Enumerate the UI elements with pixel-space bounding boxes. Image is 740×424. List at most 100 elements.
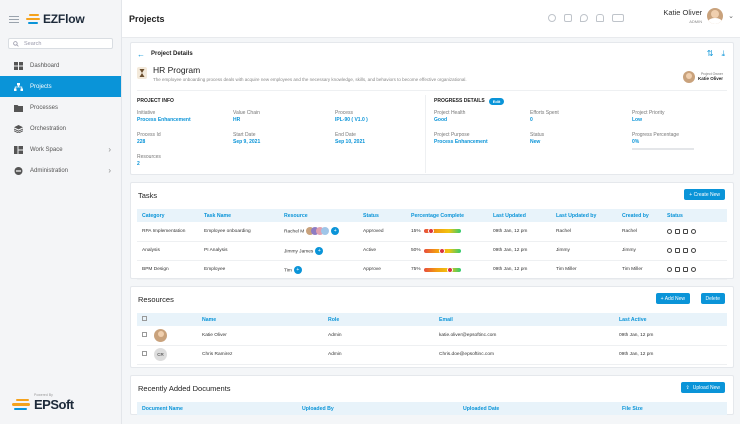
chevron-right-icon: › xyxy=(108,145,111,154)
delete-icon[interactable] xyxy=(683,267,688,272)
field-initiative: Initiative Process Enhancement xyxy=(137,110,191,123)
cell-resource: Jimmy James + xyxy=(279,241,358,261)
table-row[interactable]: CR Chris Ramirez Admin Chris.doe@epsofti… xyxy=(137,345,727,365)
epsoft-logo-icon xyxy=(12,398,30,412)
column-header[interactable]: Status xyxy=(358,209,406,222)
menu-icon[interactable] xyxy=(9,15,19,23)
create-new-button[interactable]: + Create New xyxy=(684,189,725,200)
cell-last-updated-by: Jimmy xyxy=(551,241,617,261)
info-section: PROJECT INFO Initiative Process Enhanceme… xyxy=(131,91,733,173)
column-header[interactable]: Last Active xyxy=(614,313,727,326)
column-header[interactable]: Uploaded By xyxy=(297,402,458,415)
powered-by: Powered By EPSoft xyxy=(12,393,74,412)
sidebar-item-workspace[interactable]: Work Space › xyxy=(0,139,121,160)
project-actions: ⇅ ⤓ xyxy=(707,49,725,59)
column-header[interactable]: Email xyxy=(434,313,614,326)
sidebar-item-orchestration[interactable]: Orchestration xyxy=(0,118,121,139)
edit-button[interactable]: Edit xyxy=(488,97,505,105)
logo[interactable]: EZFlow xyxy=(26,12,85,26)
share-icon[interactable] xyxy=(667,248,672,253)
select-all-checkbox-cell xyxy=(137,313,149,326)
notification-icon[interactable] xyxy=(596,14,604,22)
cell-actions xyxy=(662,222,727,242)
avatar xyxy=(316,227,325,236)
edit-icon[interactable] xyxy=(675,248,680,253)
table-row[interactable]: Katie Oliver Admin katie.oliver@epsoftin… xyxy=(137,326,727,346)
delete-button[interactable]: Delete xyxy=(700,293,725,304)
toolbar-icons xyxy=(548,14,624,22)
search-input[interactable]: Search xyxy=(8,38,113,49)
column-header[interactable]: File Size xyxy=(617,402,727,415)
sidebar-item-processes[interactable]: Processes xyxy=(0,97,121,118)
column-header[interactable]: Document Name xyxy=(137,402,297,415)
select-all-checkbox[interactable] xyxy=(142,316,147,321)
chevron-right-icon: › xyxy=(108,166,111,175)
share-icon[interactable] xyxy=(667,228,672,234)
sidebar-item-dashboard[interactable]: Dashboard xyxy=(0,55,121,76)
delete-icon[interactable] xyxy=(683,228,688,234)
cell-percentage: 50% xyxy=(406,241,488,261)
table-row[interactable]: BPM Design Employee Tim + Approve 75% 09t… xyxy=(137,260,727,280)
sidebar-item-administration[interactable]: Administration › xyxy=(0,160,121,181)
add-new-button[interactable]: + Add New xyxy=(655,293,690,304)
row-checkbox[interactable] xyxy=(142,331,147,337)
field-process: Process IPL-90 ( V1.0 ) xyxy=(335,110,368,123)
chat-icon[interactable] xyxy=(580,14,588,22)
cell-role: Admin xyxy=(323,326,434,346)
avatar-cell: CR xyxy=(149,345,197,365)
share-icon[interactable] xyxy=(667,267,672,272)
table-header-row: Name Role Email Last Active xyxy=(137,313,727,326)
column-header[interactable]: Last Updated xyxy=(488,209,551,222)
row-checkbox[interactable] xyxy=(142,351,147,356)
add-resource-button[interactable]: + xyxy=(331,227,340,236)
column-header[interactable]: Resource xyxy=(279,209,358,222)
resources-table: Name Role Email Last Active Katie Oliver… xyxy=(137,313,727,365)
field-value: IPL-90 ( V1.0 ) xyxy=(335,117,368,123)
table-row[interactable]: Analysis PI Analysis Jimmy James + Active… xyxy=(137,241,727,261)
percentage-bar xyxy=(423,247,461,254)
column-header[interactable]: Percentage Complete xyxy=(406,209,488,222)
cell-resource: Rachel M + xyxy=(279,222,358,242)
search-icon[interactable] xyxy=(548,14,556,22)
swap-icon[interactable]: ⇅ xyxy=(706,49,714,58)
column-header[interactable]: Category xyxy=(137,209,199,222)
view-icon[interactable] xyxy=(691,248,696,253)
column-header[interactable]: Uploaded Date xyxy=(458,402,617,415)
view-icon[interactable] xyxy=(691,228,696,234)
delete-icon[interactable] xyxy=(683,248,688,253)
view-icon[interactable] xyxy=(691,267,696,272)
epsoft-brand: EPSoft xyxy=(34,397,74,412)
layers-icon xyxy=(14,124,23,133)
field-process-id: Process Id 228 xyxy=(137,132,161,145)
row-checkbox-cell xyxy=(137,326,149,346)
table-row[interactable]: RPA Implementation Employee onboarding R… xyxy=(137,222,727,242)
column-header[interactable]: Task Name xyxy=(199,209,279,222)
dashboard-icon[interactable] xyxy=(564,14,572,22)
edit-icon[interactable] xyxy=(675,228,680,234)
cell-category: RPA Implementation xyxy=(137,222,199,242)
apps-menu-icon[interactable] xyxy=(612,14,624,22)
column-header[interactable]: Last Updated by xyxy=(551,209,617,222)
field-value: Good xyxy=(434,117,448,123)
back-arrow-icon[interactable]: ← xyxy=(137,49,145,59)
column-header[interactable]: Created by xyxy=(617,209,662,222)
percentage-knob xyxy=(439,247,446,254)
sidebar-item-projects[interactable]: Projects xyxy=(0,76,121,97)
avatar xyxy=(682,71,695,83)
upload-new-button[interactable]: ⇪ Upload New xyxy=(680,382,725,393)
download-icon[interactable]: ⤓ xyxy=(721,49,725,58)
field-value: 2 xyxy=(137,161,140,167)
column-header[interactable]: Status xyxy=(662,209,727,222)
edit-icon[interactable] xyxy=(675,267,680,272)
avatar xyxy=(321,227,330,236)
progress-details-title: PROGRESS DETAILS xyxy=(434,98,485,104)
column-header[interactable]: Name xyxy=(197,313,323,326)
field-label: Process Id xyxy=(137,132,161,138)
add-resource-button[interactable]: + xyxy=(293,265,302,274)
field-start-date: Start Date Sep 9, 2021 xyxy=(233,132,260,145)
avatar xyxy=(311,227,320,236)
user-menu[interactable]: Katie Oliver ADMIN ⌄ xyxy=(663,8,734,24)
project-owner: Project Owner Katie Oliver xyxy=(682,71,723,83)
column-header[interactable]: Role xyxy=(323,313,434,326)
add-resource-button[interactable]: + xyxy=(315,246,324,255)
